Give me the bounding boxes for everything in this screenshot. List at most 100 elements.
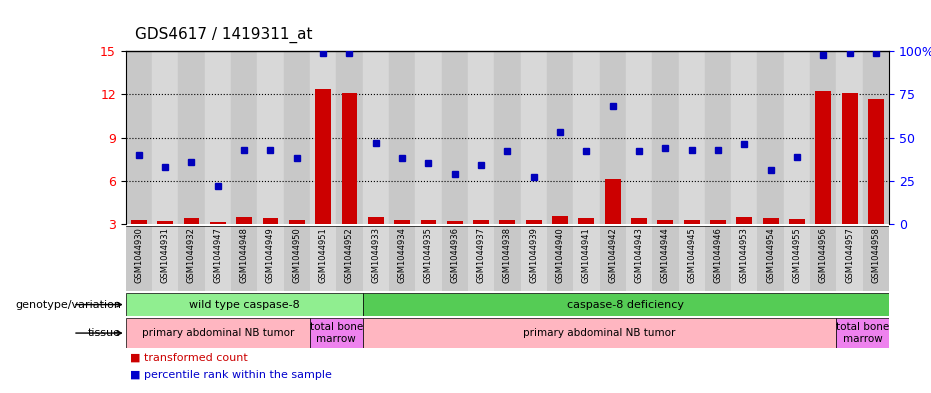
Bar — [573, 226, 600, 291]
Bar — [157, 221, 173, 224]
Bar — [415, 226, 441, 291]
Bar — [546, 51, 573, 224]
Bar — [868, 99, 884, 224]
Text: total bone
marrow: total bone marrow — [836, 322, 889, 344]
Text: ■ transformed count: ■ transformed count — [130, 353, 248, 363]
Bar — [494, 51, 520, 224]
Text: GSM1044948: GSM1044948 — [239, 227, 249, 283]
Bar — [520, 51, 546, 224]
Bar — [284, 51, 310, 224]
Text: wild type caspase-8: wild type caspase-8 — [189, 299, 300, 310]
Bar — [362, 318, 836, 348]
Bar — [731, 51, 758, 224]
Bar — [784, 226, 810, 291]
Bar — [316, 88, 331, 224]
Bar — [683, 220, 699, 224]
Text: GSM1044934: GSM1044934 — [398, 227, 407, 283]
Text: tissue: tissue — [88, 328, 121, 338]
Bar — [816, 92, 831, 224]
Bar — [758, 51, 784, 224]
Bar — [494, 226, 520, 291]
Bar — [710, 220, 726, 224]
Text: GSM1044953: GSM1044953 — [740, 227, 749, 283]
Text: GSM1044933: GSM1044933 — [371, 227, 380, 283]
Text: GSM1044952: GSM1044952 — [345, 227, 354, 283]
Bar — [126, 318, 310, 348]
Bar — [179, 51, 205, 224]
Bar — [758, 226, 784, 291]
Bar — [552, 216, 568, 224]
Bar — [653, 226, 679, 291]
Bar — [231, 226, 257, 291]
Bar — [653, 51, 679, 224]
Bar — [152, 226, 179, 291]
Bar — [447, 221, 463, 224]
Bar — [342, 93, 358, 224]
Bar — [441, 51, 468, 224]
Text: GSM1044956: GSM1044956 — [818, 227, 828, 283]
Bar — [762, 217, 778, 224]
Bar — [126, 293, 362, 316]
Bar — [310, 226, 336, 291]
Bar — [205, 226, 231, 291]
Text: ■ percentile rank within the sample: ■ percentile rank within the sample — [130, 370, 332, 380]
Bar — [284, 226, 310, 291]
Bar — [784, 51, 810, 224]
Text: GSM1044951: GSM1044951 — [318, 227, 328, 283]
Bar — [257, 226, 284, 291]
Bar — [863, 226, 889, 291]
Bar — [236, 217, 252, 224]
Text: caspase-8 deficiency: caspase-8 deficiency — [567, 299, 684, 310]
Bar — [415, 51, 441, 224]
Bar — [789, 219, 805, 224]
Bar — [310, 318, 362, 348]
Text: GDS4617 / 1419311_at: GDS4617 / 1419311_at — [135, 27, 313, 43]
Text: primary abdominal NB tumor: primary abdominal NB tumor — [142, 328, 294, 338]
Bar — [810, 51, 836, 224]
Bar — [705, 226, 731, 291]
Text: GSM1044936: GSM1044936 — [451, 227, 459, 283]
Text: GSM1044930: GSM1044930 — [134, 227, 143, 283]
Bar — [679, 51, 705, 224]
Bar — [679, 226, 705, 291]
Bar — [836, 226, 863, 291]
Bar — [863, 51, 889, 224]
Text: GSM1044957: GSM1044957 — [845, 227, 854, 283]
Text: GSM1044943: GSM1044943 — [635, 227, 643, 283]
Bar — [546, 226, 573, 291]
Bar — [362, 226, 389, 291]
Text: GSM1044950: GSM1044950 — [292, 227, 302, 283]
Bar — [152, 51, 179, 224]
Bar — [394, 220, 410, 224]
Bar — [705, 51, 731, 224]
Bar — [257, 51, 284, 224]
Bar — [836, 51, 863, 224]
Bar — [736, 217, 752, 224]
Text: GSM1044945: GSM1044945 — [687, 227, 696, 283]
Bar — [310, 51, 336, 224]
Bar — [179, 226, 205, 291]
Bar — [631, 218, 647, 224]
Bar — [289, 220, 304, 224]
Text: GSM1044941: GSM1044941 — [582, 227, 591, 283]
Bar — [126, 226, 152, 291]
Bar — [183, 218, 199, 224]
Bar — [209, 222, 225, 224]
Bar — [389, 51, 415, 224]
Bar — [263, 217, 278, 224]
Text: GSM1044940: GSM1044940 — [556, 227, 564, 283]
Bar — [362, 293, 889, 316]
Bar — [362, 51, 389, 224]
Bar — [810, 226, 836, 291]
Bar — [526, 220, 542, 224]
Bar — [336, 226, 362, 291]
Text: GSM1044946: GSM1044946 — [713, 227, 722, 283]
Text: primary abdominal NB tumor: primary abdominal NB tumor — [523, 328, 676, 338]
Text: GSM1044931: GSM1044931 — [161, 227, 169, 283]
Bar — [731, 226, 758, 291]
Bar — [520, 226, 546, 291]
Text: GSM1044937: GSM1044937 — [477, 227, 486, 283]
Bar — [389, 226, 415, 291]
Text: GSM1044947: GSM1044947 — [213, 227, 223, 283]
Bar — [842, 93, 857, 224]
